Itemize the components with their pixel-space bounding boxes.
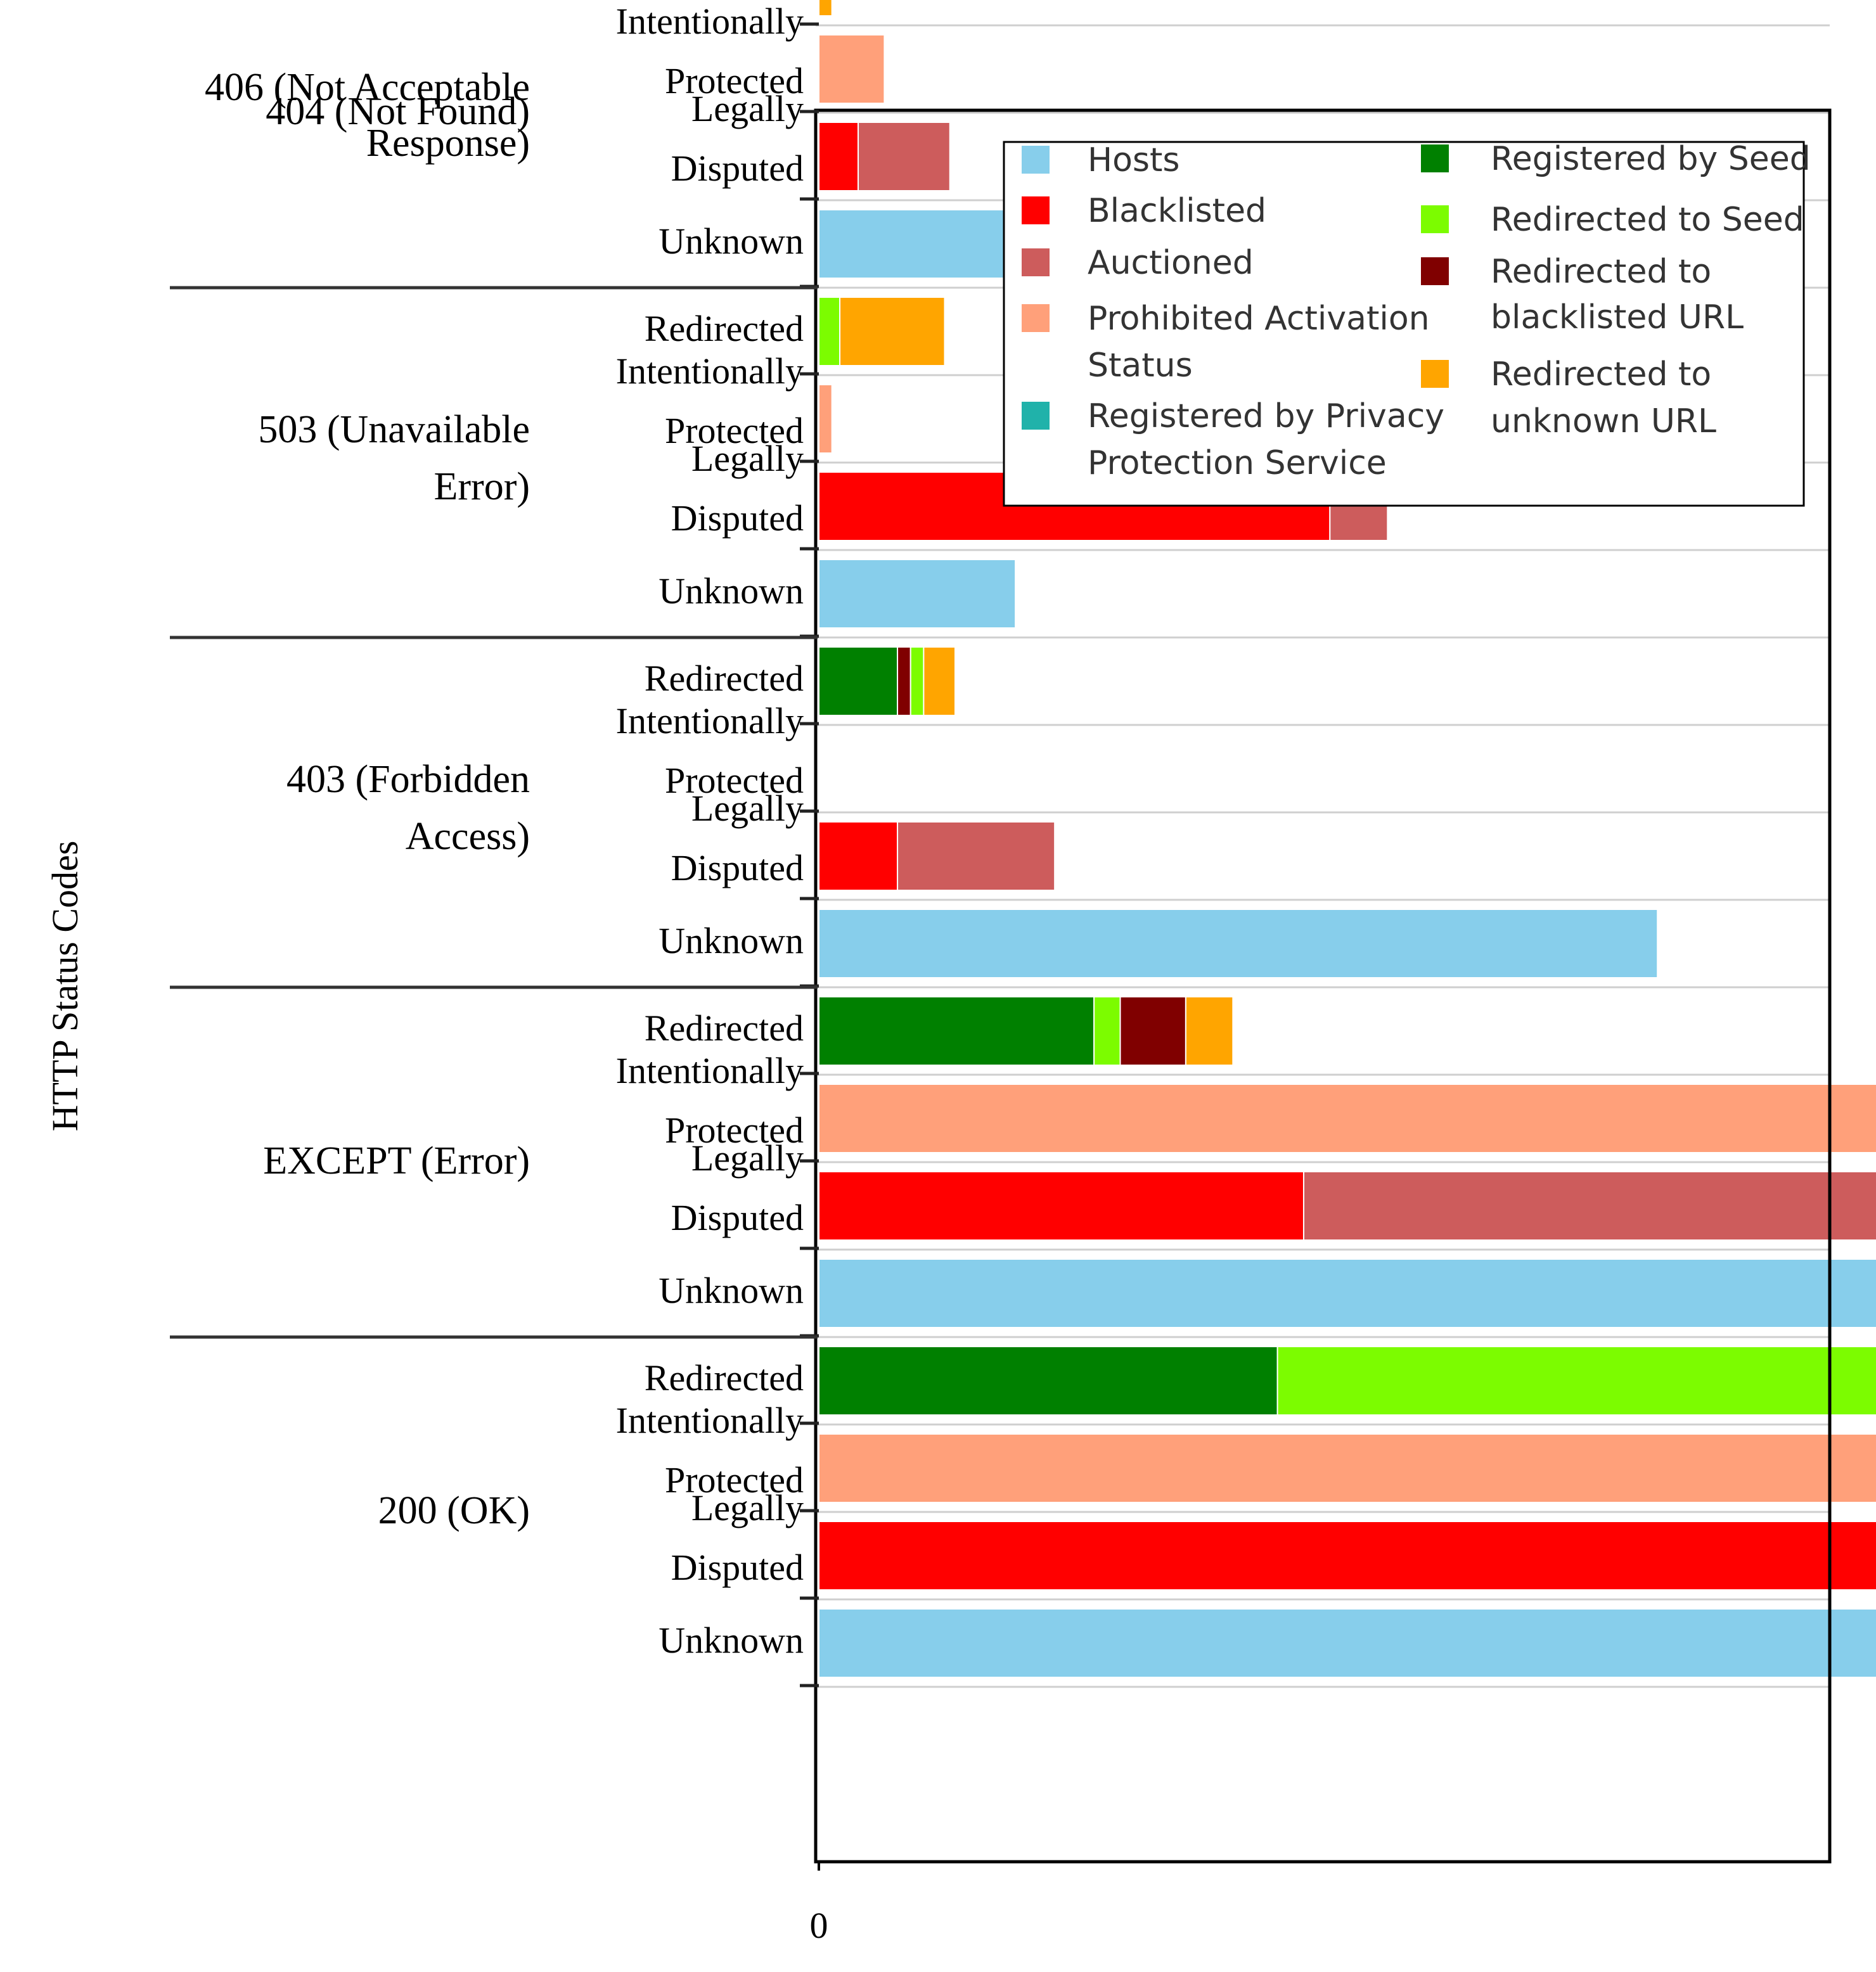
row-label: Legally bbox=[691, 788, 804, 829]
row-label: Legally bbox=[691, 1487, 804, 1528]
bar-segment-auctioned bbox=[897, 821, 1056, 891]
legend-swatch-redir_seed bbox=[1421, 205, 1449, 233]
legend-label: Registered by Seed bbox=[1491, 140, 1811, 178]
bar-segment-redir_unknown bbox=[839, 297, 946, 366]
bar-segment-hosts bbox=[818, 909, 1659, 978]
bar-segment-auctioned bbox=[1302, 1171, 1876, 1241]
group-label: 200 (OK) bbox=[378, 1489, 530, 1532]
legend-label: Registered by Privacy bbox=[1088, 397, 1444, 435]
row-label: Intentionally bbox=[616, 1, 804, 42]
legend-label: Auctioned bbox=[1088, 244, 1254, 282]
group-label: 403 (Forbidden bbox=[286, 758, 530, 801]
bar-segment-hosts bbox=[818, 559, 1017, 629]
bar-segment-auctioned bbox=[858, 122, 951, 191]
legend-label: Status bbox=[1088, 347, 1193, 385]
legend-swatch-seed bbox=[1421, 144, 1449, 172]
legend-swatch-prohibited bbox=[1022, 304, 1050, 332]
legend-label: Redirected to bbox=[1491, 253, 1711, 291]
legend-label: Hosts bbox=[1088, 141, 1180, 179]
bar-segment-redir_seed bbox=[909, 646, 925, 716]
bars bbox=[818, 0, 1876, 1678]
legend-label: Redirected to bbox=[1491, 355, 1711, 394]
row-label: Disputed bbox=[671, 1197, 804, 1238]
bar-segment-prohibited bbox=[818, 1433, 1876, 1503]
bar-segment-seed bbox=[818, 996, 1095, 1066]
legend-label: Protection Service bbox=[1088, 444, 1387, 482]
bar-segment-blacklisted bbox=[818, 821, 899, 891]
legend-swatch-auctioned bbox=[1022, 248, 1050, 276]
row-label: Intentionally bbox=[616, 700, 804, 741]
bar-segment-hosts bbox=[818, 1258, 1876, 1328]
row-label: Protected bbox=[665, 760, 804, 801]
group-label: 404 (Not Found) bbox=[266, 90, 530, 133]
row-label: Legally bbox=[691, 438, 804, 479]
legend-label: unknown URL bbox=[1491, 402, 1716, 440]
row-label: Unknown bbox=[659, 1270, 804, 1311]
row-label: Intentionally bbox=[616, 1050, 804, 1091]
row-label: Protected bbox=[665, 1110, 804, 1151]
group-label: Error) bbox=[434, 465, 530, 508]
bar-segment-seed bbox=[818, 646, 899, 716]
legend-label: Blacklisted bbox=[1088, 192, 1266, 230]
row-label: Protected bbox=[665, 60, 804, 101]
legend-swatch-privacy bbox=[1022, 402, 1050, 430]
row-label: Redirected bbox=[645, 1008, 804, 1049]
bar-segment-redir_unknown bbox=[1185, 996, 1234, 1066]
bar-segment-redir_unknown bbox=[923, 646, 956, 716]
bar-segment-prohibited bbox=[818, 34, 885, 104]
legend-label: Redirected to Seed bbox=[1491, 201, 1804, 239]
legend-swatch-redir_unknown bbox=[1421, 360, 1449, 388]
group-labels: 406 (Not Acceptable Response)404 (Not Fou… bbox=[170, 66, 818, 1532]
row-label: Disputed bbox=[671, 148, 804, 189]
bar-segment-prohibited bbox=[818, 1084, 1876, 1153]
bar-segment-redir_seed bbox=[1093, 996, 1121, 1066]
legend-label: blacklisted URL bbox=[1491, 298, 1744, 336]
row-label: Intentionally bbox=[616, 1400, 804, 1441]
bar-segment-redir_unknown bbox=[818, 0, 833, 16]
bar-segment-redir_black bbox=[897, 646, 911, 716]
legend: Hosts Blacklisted Auctioned Prohibited Acti… bbox=[1003, 140, 1811, 507]
bar-segment-seed bbox=[818, 1346, 1278, 1416]
row-label: Protected bbox=[665, 1459, 804, 1501]
legend-swatch-redir_black bbox=[1421, 257, 1449, 285]
legend-swatch-blacklisted bbox=[1022, 196, 1050, 224]
bar-segment-redir_black bbox=[1119, 996, 1186, 1066]
row-label: Unknown bbox=[659, 920, 804, 961]
group-label: 503 (Unavailable bbox=[258, 408, 530, 451]
bar-segment-blacklisted bbox=[818, 1171, 1304, 1241]
bar-segment-prohibited bbox=[818, 384, 833, 454]
row-labels: UnknownRedirectedIntentionallyProtectedL… bbox=[616, 1, 819, 1687]
row-label: Redirected bbox=[645, 1357, 804, 1399]
bar-segment-blacklisted bbox=[818, 1521, 1876, 1591]
row-label: Intentionally bbox=[616, 350, 804, 392]
row-label: Unknown bbox=[659, 221, 804, 262]
group-label: 406 (Not Acceptable bbox=[205, 66, 530, 109]
bar-segment-hosts bbox=[818, 1608, 1876, 1678]
x-ticks: 051015 bbox=[810, 1862, 828, 1946]
row-label: Unknown bbox=[659, 570, 804, 611]
group-label: Response) bbox=[366, 122, 530, 165]
legend-swatch-hosts bbox=[1022, 146, 1050, 174]
legend-box bbox=[1003, 141, 1805, 507]
row-label: Disputed bbox=[671, 847, 804, 888]
x-tick-label: 0 bbox=[810, 1905, 828, 1946]
row-label: Redirected bbox=[645, 308, 804, 349]
row-label: Protected bbox=[665, 410, 804, 451]
row-label: Legally bbox=[691, 1137, 804, 1179]
row-label: Redirected bbox=[645, 658, 804, 699]
bar-segment-redir_seed bbox=[818, 297, 841, 366]
y-axis-title: HTTP Status Codes bbox=[44, 841, 86, 1132]
legend-label: Prohibited Activation bbox=[1088, 300, 1430, 338]
bar-segment-blacklisted bbox=[818, 122, 859, 191]
row-label: Disputed bbox=[671, 497, 804, 539]
group-label: Access) bbox=[406, 815, 530, 858]
row-label: Disputed bbox=[671, 1547, 804, 1588]
row-label: Legally bbox=[691, 88, 804, 129]
group-label: EXCEPT (Error) bbox=[263, 1139, 530, 1182]
row-label: Unknown bbox=[659, 1620, 804, 1661]
grid bbox=[816, 24, 1830, 1688]
bar-segment-redir_seed bbox=[1276, 1346, 1876, 1416]
